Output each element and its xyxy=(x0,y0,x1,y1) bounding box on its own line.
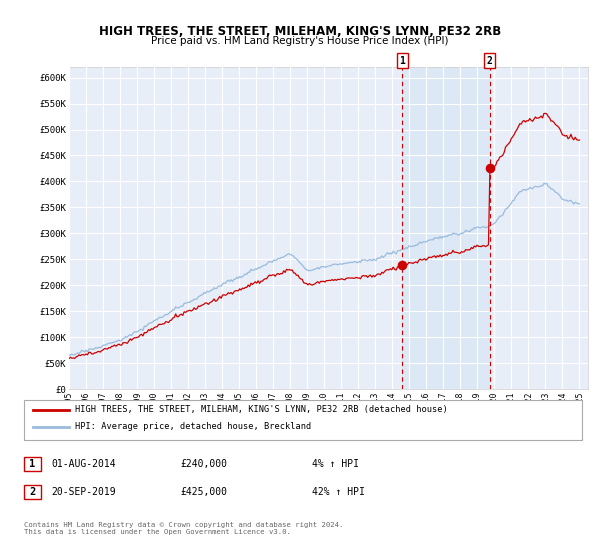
Text: Contains HM Land Registry data © Crown copyright and database right 2024.
This d: Contains HM Land Registry data © Crown c… xyxy=(24,522,343,535)
Text: £425,000: £425,000 xyxy=(180,487,227,497)
Text: HPI: Average price, detached house, Breckland: HPI: Average price, detached house, Brec… xyxy=(75,422,311,431)
Text: £240,000: £240,000 xyxy=(180,459,227,469)
Text: 1: 1 xyxy=(29,459,35,469)
Bar xyxy=(402,67,490,389)
Text: 2: 2 xyxy=(487,55,493,66)
Text: 1: 1 xyxy=(399,55,405,66)
Text: 2: 2 xyxy=(29,487,35,497)
Text: 01-AUG-2014: 01-AUG-2014 xyxy=(51,459,116,469)
Point xyxy=(397,260,407,269)
Point xyxy=(485,164,494,173)
Text: Price paid vs. HM Land Registry's House Price Index (HPI): Price paid vs. HM Land Registry's House … xyxy=(151,36,449,46)
Text: HIGH TREES, THE STREET, MILEHAM, KING'S LYNN, PE32 2RB (detached house): HIGH TREES, THE STREET, MILEHAM, KING'S … xyxy=(75,405,448,414)
Text: 20-SEP-2019: 20-SEP-2019 xyxy=(51,487,116,497)
Text: HIGH TREES, THE STREET, MILEHAM, KING'S LYNN, PE32 2RB: HIGH TREES, THE STREET, MILEHAM, KING'S … xyxy=(99,25,501,38)
Text: 4% ↑ HPI: 4% ↑ HPI xyxy=(312,459,359,469)
Text: 42% ↑ HPI: 42% ↑ HPI xyxy=(312,487,365,497)
